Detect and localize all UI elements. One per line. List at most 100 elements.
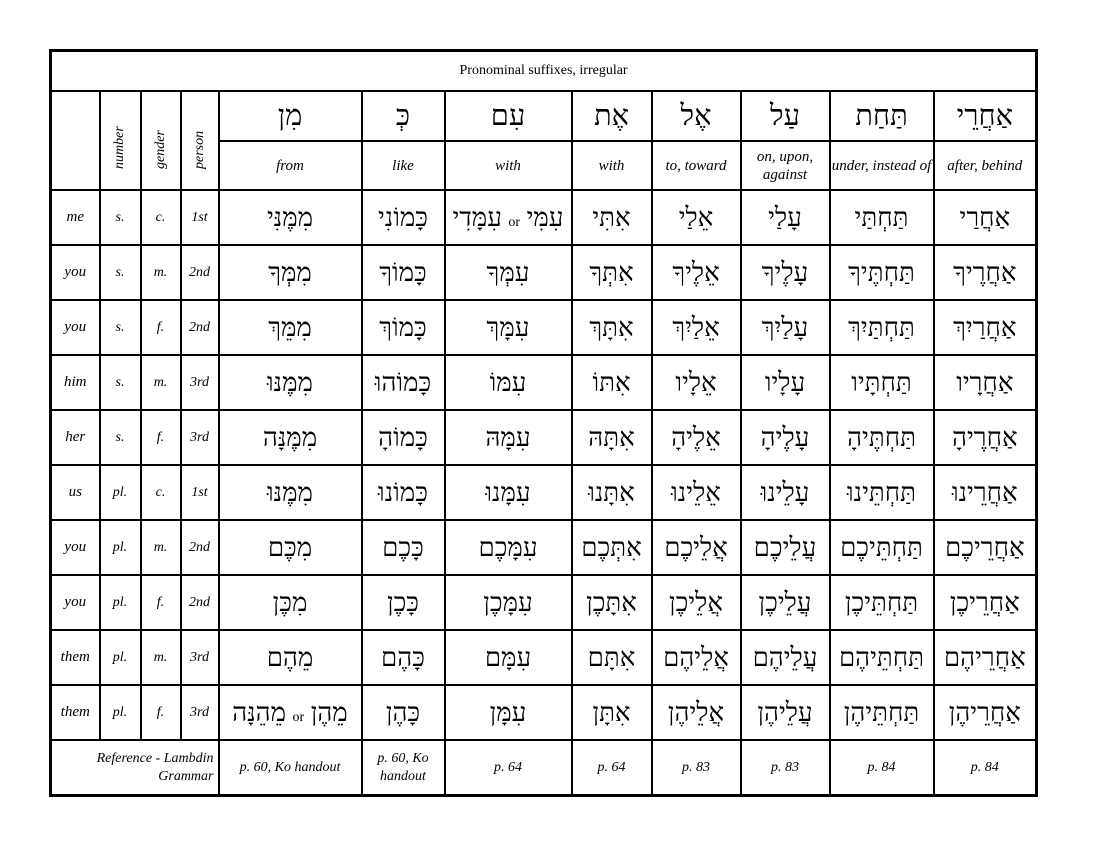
column-gloss: on, upon, against xyxy=(739,140,831,191)
suffix-form: עִמָּן xyxy=(489,697,527,727)
suffix-form: אִתָּן xyxy=(592,697,631,727)
row-pronoun-label: you xyxy=(49,574,101,631)
suffix-form: אַחֲרַי xyxy=(959,202,1011,232)
suffix-form: מִמֶּנּוּ xyxy=(267,367,313,397)
row-person: 2nd xyxy=(179,244,220,301)
suffix-form-cell: מֵהֶם xyxy=(217,629,363,686)
table-row: you pl. m. 2nd מִכֶּם כָּכֶם עִמָּכֶם אִתְּכֶם א… xyxy=(49,519,1038,576)
number-header: number xyxy=(112,126,127,169)
suffix-form-cell: עֲלֵיכֶם xyxy=(739,519,831,576)
table-row: us pl. c. 1st מִמֶּנּוּ כָּמוֹנוּ עִמָּנוּ אִתָ… xyxy=(49,464,1038,521)
suffix-form: עָלֶיךָ xyxy=(761,257,809,287)
row-gender: f. xyxy=(139,684,182,741)
suffix-form-cell: עָלֶיךָ xyxy=(739,244,831,301)
gender-header: gender xyxy=(152,130,168,169)
suffix-form-cell: כָּהֶן xyxy=(360,684,446,741)
reference-page: p. 84 xyxy=(828,739,935,797)
suffix-form: עָלַי xyxy=(768,202,802,232)
suffix-form: כָּמוֹךְ xyxy=(379,312,427,342)
suffix-form-cell: עֲלֵיהֶן xyxy=(739,684,831,741)
suffix-form: אִתָּךְ xyxy=(589,312,634,342)
suffix-form-cell: כָּמוֹנִי xyxy=(360,189,446,246)
suffix-form: אֵלֶיךָ xyxy=(672,257,720,287)
person-header: person xyxy=(191,130,207,169)
suffix-form: עֲלֵיהֶם xyxy=(752,642,818,672)
row-number: s. xyxy=(98,299,142,356)
suffix-form-cell: עִמָּהּ xyxy=(443,409,573,466)
suffix-form: אֲלֵיהֶם xyxy=(663,642,729,672)
reference-row: Reference - Lambdin Grammar p. 60, Ko han… xyxy=(49,739,1038,797)
suffix-form-cell: אַחֲרֵיהֶן xyxy=(932,684,1038,741)
gender-header-cell: gender xyxy=(139,90,182,191)
row-pronoun-label: you xyxy=(49,519,101,576)
suffix-form: כָּמוֹנִי xyxy=(377,202,429,232)
suffix-form: תַּחְתֵּיהֶן xyxy=(843,697,920,727)
row-person: 2nd xyxy=(179,299,220,356)
suffix-form: עִמָּךְ xyxy=(486,312,530,342)
row-gender: f. xyxy=(139,574,182,631)
row-number: pl. xyxy=(98,519,142,576)
suffix-form-cell: כָּמוֹנוּ xyxy=(360,464,446,521)
suffix-form-cell: עָלָיו xyxy=(739,354,831,411)
suffix-form: עָלֶיהָ xyxy=(760,422,810,452)
suffix-form-cell: עָלֵינוּ xyxy=(739,464,831,521)
row-pronoun-label: him xyxy=(49,354,101,411)
suffix-form-cell: עִמִּי or עִמָּדִי xyxy=(443,189,573,246)
suffix-form-cell: כָּמוֹךָ xyxy=(360,244,446,301)
row-gender: m. xyxy=(139,354,182,411)
suffix-form-cell: אַחֲרָיו xyxy=(932,354,1038,411)
suffix-form: אִתְּךָ xyxy=(589,257,634,287)
table-title: Pronominal suffixes, irregular xyxy=(49,49,1038,92)
suffix-form: עִמָּם xyxy=(484,642,532,672)
reference-page: p. 83 xyxy=(739,739,831,797)
column-hebrew-header: אֶת xyxy=(570,90,653,142)
or-connector: or xyxy=(508,214,521,230)
row-gender: m. xyxy=(139,519,182,576)
suffix-form: אֵלַי xyxy=(678,202,714,232)
row-person: 3rd xyxy=(179,354,220,411)
suffix-form: כָּכֶן xyxy=(386,587,420,617)
suffix-form-cell: אֵלַיִךְ xyxy=(650,299,742,356)
column-hebrew-header: עַל xyxy=(739,90,831,142)
suffix-form-cell: אִתָּכֶן xyxy=(570,574,653,631)
suffix-form-cell: אִתָּן xyxy=(570,684,653,741)
suffix-form-cell: כָּכֶם xyxy=(360,519,446,576)
row-person: 2nd xyxy=(179,519,220,576)
suffix-form-cell: אַחֲרֶיךָ xyxy=(932,244,1038,301)
suffix-form-cell: כָּהֶם xyxy=(360,629,446,686)
suffix-form-cell: עִמָּנוּ xyxy=(443,464,573,521)
or-connector: or xyxy=(292,709,305,725)
row-number: pl. xyxy=(98,629,142,686)
suffix-form-cell: כָּמוֹךְ xyxy=(360,299,446,356)
suffix-form-cell: עָלַיִךְ xyxy=(739,299,831,356)
suffix-form-cell: כָּמוֹהָ xyxy=(360,409,446,466)
row-person: 1st xyxy=(179,189,220,246)
suffix-form-cell: עִמָּכֶם xyxy=(443,519,573,576)
suffix-form: אִתָּכֶן xyxy=(586,587,637,617)
suffix-form: מִכֶּן xyxy=(272,587,308,617)
row-gender: f. xyxy=(139,409,182,466)
suffix-form: כָּמוֹהָ xyxy=(378,422,428,452)
suffix-form-cell: תַּחְתֵּיכֶם xyxy=(828,519,935,576)
suffix-form: אֵלַיִךְ xyxy=(672,312,720,342)
suffix-form-cell: אַחֲרַיִךְ xyxy=(932,299,1038,356)
suffix-form: עִמִּי xyxy=(526,202,564,232)
suffix-form: אַחֲרֶיהָ xyxy=(952,422,1018,452)
table-row: you s. f. 2nd מִמֵּךְ כָּמוֹךְ עִמָּךְ אִתָּךְ א… xyxy=(49,299,1038,356)
column-gloss: after, behind xyxy=(932,140,1038,191)
suffix-form-alt: מֵהֵנָּה xyxy=(232,697,287,727)
suffix-form: כָּמוֹהוּ xyxy=(374,367,432,397)
corner-cell xyxy=(49,90,101,191)
suffix-form: אַחֲרָיו xyxy=(956,367,1014,397)
suffix-form: תַּחְתָּיו xyxy=(851,367,912,397)
suffix-form-alt: עִמָּדִי xyxy=(452,202,502,232)
column-hebrew-header: אֶל xyxy=(650,90,742,142)
suffix-form-cell: אֲלֵיכֶן xyxy=(650,574,742,631)
suffix-form: כָּמוֹךָ xyxy=(379,257,427,287)
column-hebrew-header: תַּחַת xyxy=(828,90,935,142)
row-pronoun-label: me xyxy=(49,189,101,246)
suffix-form: עָלָיו xyxy=(764,367,806,397)
suffix-form-cell: אַחֲרֵינוּ xyxy=(932,464,1038,521)
suffix-form-cell: מִמֶּנּוּ xyxy=(217,464,363,521)
row-number: s. xyxy=(98,189,142,246)
